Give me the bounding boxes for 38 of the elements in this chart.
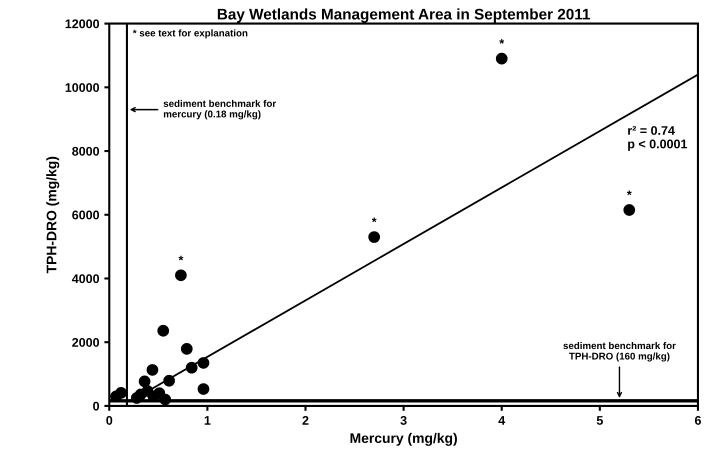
- point: [368, 231, 380, 243]
- point: [198, 357, 210, 369]
- x-tick-label: 2: [302, 416, 308, 425]
- y-tick-label: 10000: [66, 83, 100, 92]
- point: [138, 376, 150, 388]
- annotation: * see text for explanation: [132, 29, 248, 38]
- y-axis-title: TPH-DRO (mg/kg): [46, 156, 60, 274]
- ref-line-label: sediment benchmark for TPH-DRO (160 mg/kg): [563, 342, 676, 362]
- x-tick-label: 3: [400, 416, 407, 425]
- annotation: *: [372, 218, 377, 222]
- y-tick-label: 8000: [72, 146, 100, 156]
- ref-line-label: sediment benchmark for mercury (0.18 mg/kg): [164, 100, 276, 120]
- annotation: *: [626, 190, 632, 196]
- point: [180, 343, 193, 355]
- y-tick-label: 12000: [66, 19, 100, 28]
- annotation: *: [178, 256, 184, 260]
- point: [146, 364, 158, 376]
- point: [175, 269, 187, 282]
- point: [163, 374, 175, 387]
- point: [496, 52, 508, 64]
- point: [198, 383, 210, 395]
- point: [153, 387, 166, 400]
- y-tick-label: 2000: [72, 338, 100, 347]
- x-tick-label: 1: [204, 416, 211, 425]
- annotation: *: [499, 39, 504, 44]
- x-axis-title: Mercury (mg/kg): [350, 432, 457, 446]
- y-tick-label: 4000: [72, 274, 100, 284]
- x-tick-label: 6: [694, 416, 701, 425]
- y-tick-label: 0: [93, 402, 100, 411]
- point: [157, 324, 170, 337]
- annotation: r² = 0.74 p < 0.0001: [628, 126, 688, 151]
- point: [623, 204, 636, 216]
- point: [186, 362, 198, 374]
- x-tick-label: 5: [596, 416, 603, 425]
- x-tick-label: 4: [498, 416, 506, 425]
- y-tick-label: 6000: [72, 210, 100, 220]
- x-tick-label: 0: [106, 416, 112, 425]
- chart-title: Bay Wetlands Management Area in September 2011: [218, 8, 590, 23]
